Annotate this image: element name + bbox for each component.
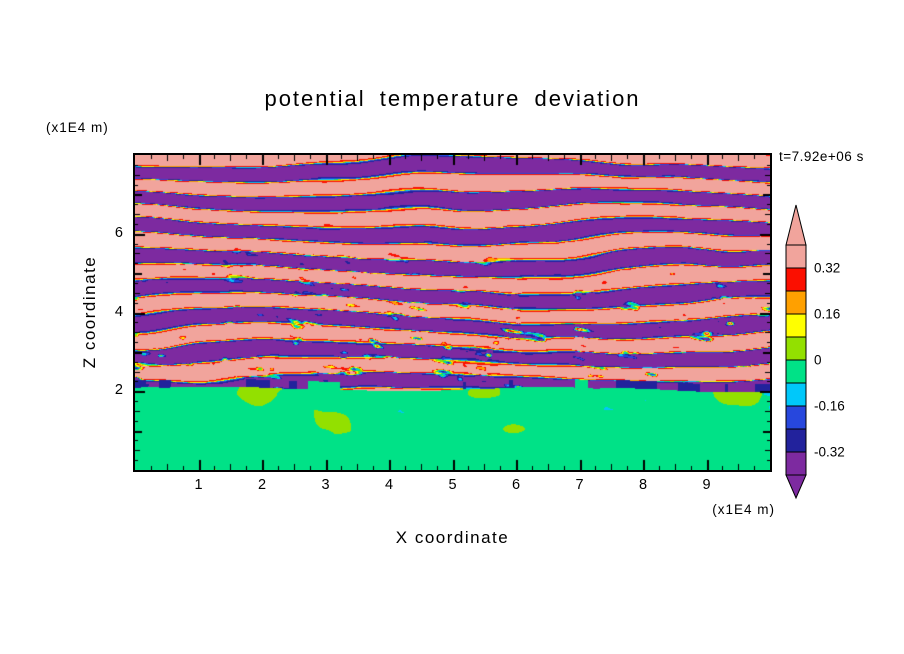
x-tick-label: 6 bbox=[511, 477, 521, 493]
colorbar-band bbox=[785, 405, 807, 430]
colorbar: 0.32 0.16 0 -0.16 -0.32 bbox=[785, 204, 845, 500]
plot-title: potential temperature deviation bbox=[264, 86, 641, 111]
colorbar-tick-label: -0.32 bbox=[814, 445, 845, 460]
temperature-field-canvas bbox=[135, 155, 770, 470]
x-axis-unit-label: (x1E4 m) bbox=[712, 502, 775, 517]
colorbar-band bbox=[785, 267, 807, 292]
colorbar-band bbox=[785, 290, 807, 315]
x-tick-label: 2 bbox=[257, 477, 267, 493]
z-axis-unit-label: (x1E4 m) bbox=[46, 120, 109, 135]
colorbar-band bbox=[785, 382, 807, 407]
x-tick-label: 9 bbox=[702, 477, 711, 493]
plot-area bbox=[133, 153, 772, 472]
x-tick-label: 4 bbox=[384, 477, 394, 493]
colorbar-band bbox=[785, 428, 807, 453]
colorbar-tick-label: 0 bbox=[814, 353, 822, 368]
colorbar-tick-label: 0.32 bbox=[814, 261, 840, 276]
colorbar-tick-label: 0.16 bbox=[814, 307, 840, 322]
z-tick-label: 4 bbox=[114, 303, 123, 320]
colorbar-tick-label: -0.16 bbox=[814, 399, 845, 414]
colorbar-band bbox=[785, 336, 807, 361]
colorbar-top-arrow bbox=[785, 204, 807, 246]
colorbar-band bbox=[785, 451, 807, 476]
x-tick-label: 7 bbox=[575, 477, 584, 493]
colorbar-band bbox=[785, 359, 807, 384]
z-tick-label: 2 bbox=[114, 382, 123, 399]
z-tick-label: 6 bbox=[114, 224, 123, 241]
x-axis-title: X coordinate bbox=[395, 528, 510, 547]
colorbar-bottom-arrow bbox=[785, 474, 807, 500]
colorbar-band bbox=[785, 244, 807, 269]
x-tick-label: 3 bbox=[321, 477, 330, 493]
x-tick-label: 8 bbox=[638, 477, 648, 493]
colorbar-band bbox=[785, 313, 807, 338]
x-tick-label: 5 bbox=[448, 477, 457, 493]
timestamp-label: t=7.92e+06 s bbox=[779, 149, 864, 164]
x-tick-label: 1 bbox=[194, 477, 203, 493]
